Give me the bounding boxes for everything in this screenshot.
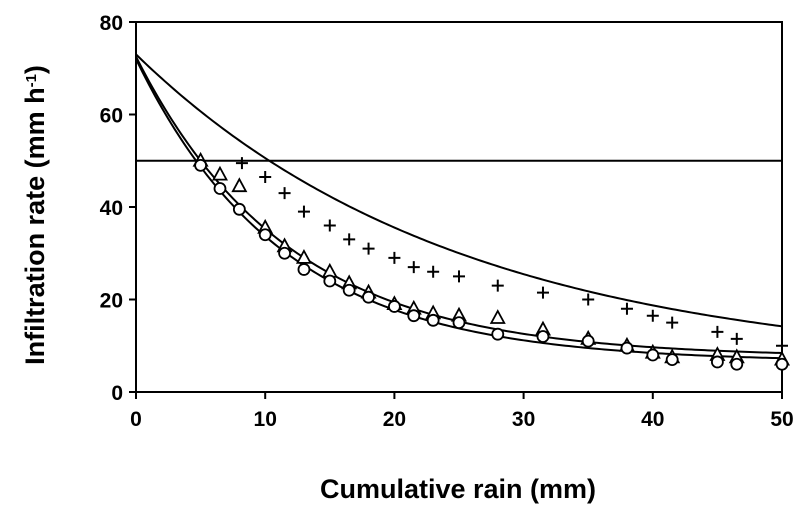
circle-series-point bbox=[452, 316, 466, 330]
plus-series-point bbox=[427, 265, 440, 278]
plus-series-point bbox=[536, 286, 549, 299]
x-axis-title: Cumulative rain (mm) bbox=[320, 474, 596, 504]
circle-series-point bbox=[297, 263, 311, 276]
circle-series-point bbox=[323, 274, 337, 288]
circle-series-point bbox=[362, 290, 375, 304]
plus-series-point bbox=[730, 332, 743, 345]
y-axis-title-close: ) bbox=[20, 65, 50, 74]
x-tick-label: 20 bbox=[383, 408, 406, 431]
y-axis-title: Infiltration rate (mm h-1) bbox=[20, 65, 50, 365]
circle-series-point bbox=[730, 357, 744, 371]
x-tick-label: 10 bbox=[254, 408, 277, 431]
circle-series-point bbox=[213, 182, 227, 195]
x-tick-label: 30 bbox=[512, 408, 535, 431]
circle-series-point bbox=[194, 158, 208, 172]
y-tick-label: 80 bbox=[100, 12, 123, 35]
plus-series-fit-curve bbox=[135, 53, 783, 328]
plus-series-point bbox=[259, 170, 272, 183]
circle-series-point bbox=[775, 357, 789, 371]
plot-frame bbox=[135, 21, 783, 393]
plus-series-point bbox=[646, 309, 659, 322]
triangle-series-point bbox=[489, 309, 506, 324]
circle-series-point bbox=[407, 309, 421, 323]
plus-series-point bbox=[323, 219, 336, 232]
plus-series-point bbox=[278, 187, 291, 200]
circle-series-point bbox=[426, 313, 440, 327]
plus-series-point bbox=[776, 339, 788, 352]
x-axis: 0 10 20 30 40 50 bbox=[130, 392, 794, 431]
y-tick-label: 60 bbox=[100, 105, 123, 128]
x-tick-label: 40 bbox=[641, 408, 664, 431]
plus-series-point bbox=[711, 325, 724, 338]
y-tick-label: 20 bbox=[100, 290, 123, 313]
triangle-series-point bbox=[295, 248, 312, 264]
plus-series-point bbox=[235, 157, 248, 170]
circle-series-point bbox=[646, 348, 660, 362]
y-axis-title-main: Infiltration rate (mm h bbox=[20, 87, 50, 365]
circle-series-point bbox=[232, 202, 246, 216]
y-tick-label: 0 bbox=[111, 382, 123, 405]
plus-series-point bbox=[666, 316, 679, 329]
circle-series-point bbox=[581, 334, 595, 348]
x-tick-label: 0 bbox=[130, 408, 142, 431]
triangle-series-point bbox=[211, 165, 228, 181]
data-markers bbox=[192, 151, 791, 371]
circle-series-point bbox=[536, 330, 550, 343]
plus-series-point bbox=[343, 233, 356, 246]
circle-series-point bbox=[278, 246, 291, 260]
circle-series-point bbox=[258, 228, 272, 242]
plus-series-point bbox=[453, 270, 465, 283]
plus-series-point bbox=[407, 261, 420, 274]
x-tick-label: 50 bbox=[770, 408, 793, 431]
plus-series-point bbox=[620, 302, 633, 315]
triangle-series-point bbox=[231, 177, 248, 193]
circle-series-point bbox=[620, 341, 634, 355]
circle-series-point bbox=[387, 300, 401, 313]
plus-series-point bbox=[362, 242, 375, 255]
plus-series-point bbox=[388, 251, 401, 264]
plus-series-point bbox=[491, 279, 504, 292]
circle-series-point bbox=[342, 283, 356, 297]
y-tick-label: 40 bbox=[100, 197, 123, 220]
circle-series-point bbox=[491, 327, 505, 341]
plus-series-point bbox=[297, 205, 310, 218]
circle-series-point bbox=[665, 353, 679, 367]
y-axis: 0 20 40 60 80 bbox=[100, 12, 136, 405]
y-axis-title-superscript: -1 bbox=[23, 74, 40, 87]
circle-series-point bbox=[711, 355, 724, 369]
plus-series-point bbox=[582, 293, 595, 306]
